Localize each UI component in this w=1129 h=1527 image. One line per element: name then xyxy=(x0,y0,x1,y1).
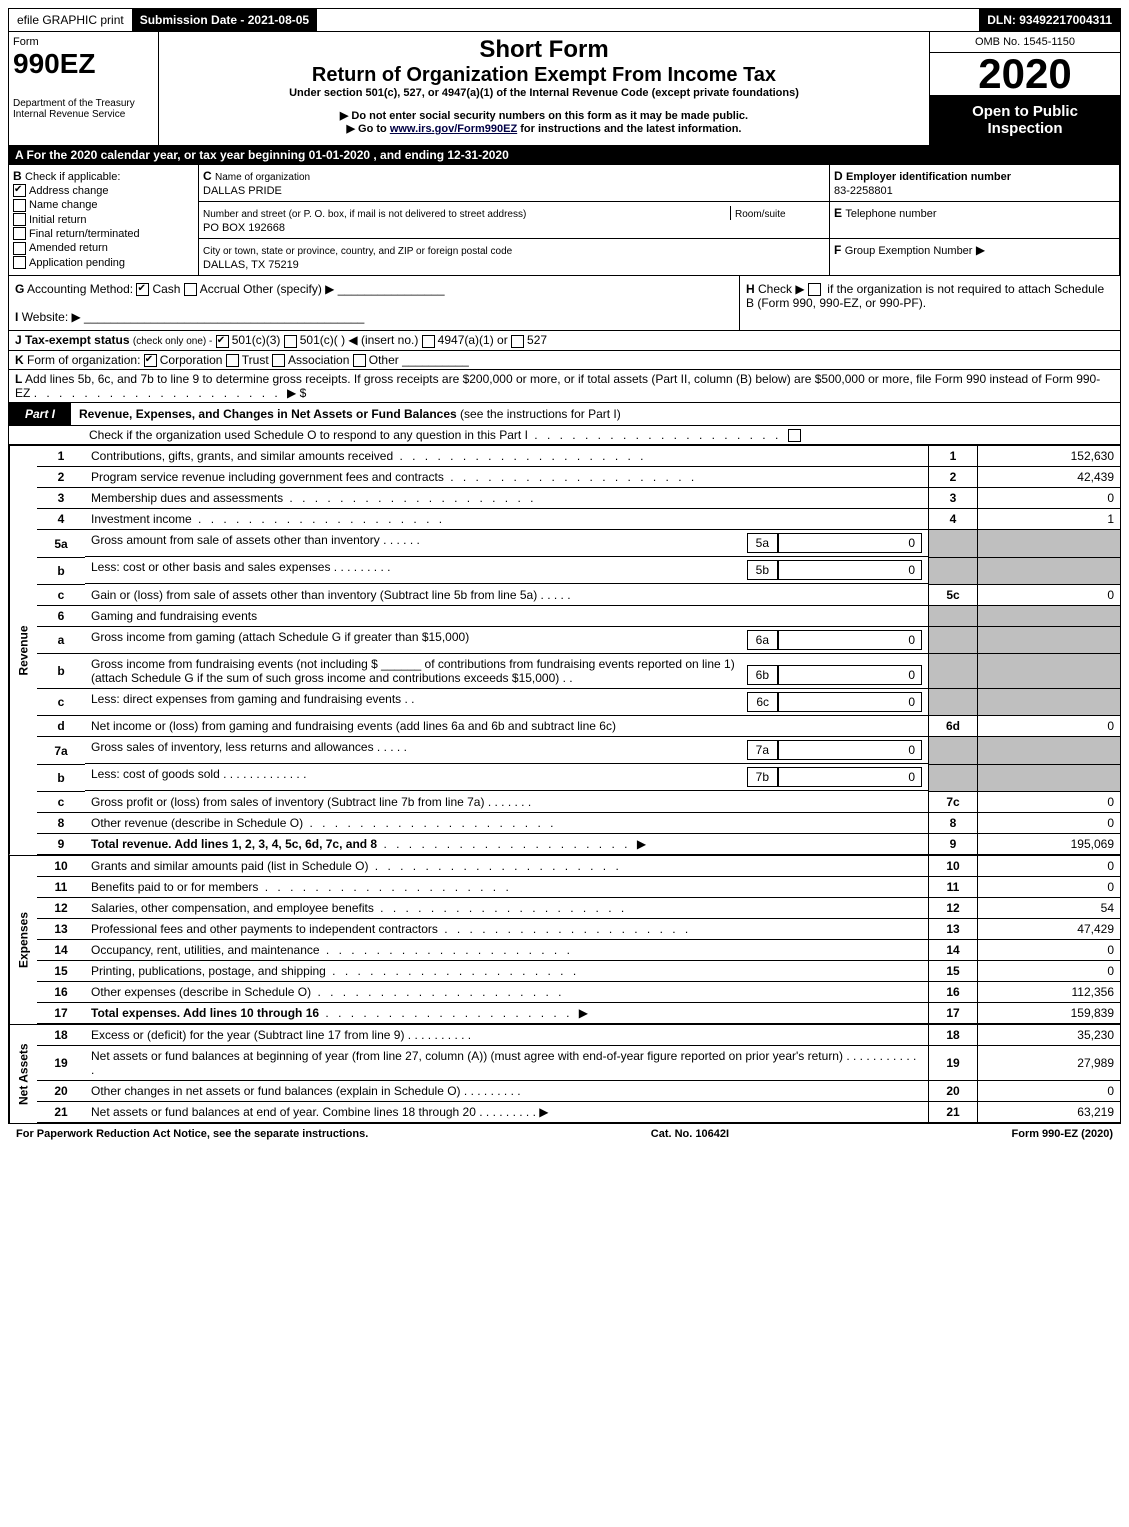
line-12-value: 54 xyxy=(978,897,1121,918)
line-6b-value: 0 xyxy=(778,665,922,685)
title-box: Short Form Return of Organization Exempt… xyxy=(159,32,930,145)
form-header: Form 990EZ Department of the Treasury In… xyxy=(8,32,1121,1124)
section-c-name: C Name of organization DALLAS PRIDE xyxy=(199,165,830,202)
line-16-value: 112,356 xyxy=(978,981,1121,1002)
line-5b-value: 0 xyxy=(778,560,922,580)
line-9-value: 195,069 xyxy=(978,833,1121,854)
line-6a-value: 0 xyxy=(778,630,922,650)
revenue-label: Revenue xyxy=(9,446,37,855)
part1-check: Check if the organization used Schedule … xyxy=(9,426,1120,445)
section-street: Number and street (or P. O. box, if mail… xyxy=(199,202,830,239)
form-footer: Form 990-EZ (2020) xyxy=(1012,1128,1113,1140)
line-20-value: 0 xyxy=(978,1080,1121,1101)
checkbox-final-return[interactable] xyxy=(13,227,26,240)
pra-notice: For Paperwork Reduction Act Notice, see … xyxy=(16,1128,368,1140)
checkbox-other-org[interactable] xyxy=(353,354,366,367)
instructions-link[interactable]: www.irs.gov/Form990EZ xyxy=(390,123,517,135)
checkbox-schedule-o[interactable] xyxy=(788,429,801,442)
ssn-warning: ▶ Do not enter social security numbers o… xyxy=(163,109,925,122)
revenue-section: Revenue 1Contributions, gifts, grants, a… xyxy=(9,445,1120,855)
line-18-value: 35,230 xyxy=(978,1025,1121,1046)
line-7b-value: 0 xyxy=(778,767,922,787)
line-11-value: 0 xyxy=(978,876,1121,897)
return-title: Return of Organization Exempt From Incom… xyxy=(163,64,925,87)
line-21-value: 63,219 xyxy=(978,1101,1121,1122)
line-6c-value: 0 xyxy=(778,692,922,712)
checkbox-pending[interactable] xyxy=(13,256,26,269)
section-h: H Check ▶ if the organization is not req… xyxy=(740,276,1120,330)
part1-tab: Part I xyxy=(9,403,71,425)
line-3-value: 0 xyxy=(978,488,1121,509)
checkbox-address-change[interactable] xyxy=(13,184,26,197)
line-17-value: 159,839 xyxy=(978,1002,1121,1023)
section-k: K Form of organization: Corporation Trus… xyxy=(9,351,1120,370)
section-f: F Group Exemption Number ▶ xyxy=(830,239,1120,276)
efile-label: efile GRAPHIC print xyxy=(9,9,132,31)
form-number: 990EZ xyxy=(13,48,154,80)
line-15-value: 0 xyxy=(978,960,1121,981)
dln-label: DLN: 93492217004311 xyxy=(979,9,1120,31)
under-section: Under section 501(c), 527, or 4947(a)(1)… xyxy=(163,87,925,99)
ein-value: 83-2258801 xyxy=(834,185,893,197)
checkbox-trust[interactable] xyxy=(226,354,239,367)
instructions-line: ▶ Go to www.irs.gov/Form990EZ for instru… xyxy=(163,122,925,135)
tax-year: 2020 xyxy=(930,53,1120,95)
line-8-value: 0 xyxy=(978,812,1121,833)
line-13-value: 47,429 xyxy=(978,918,1121,939)
section-g: G Accounting Method: Cash Accrual Other … xyxy=(9,276,740,330)
line-a: A For the 2020 calendar year, or tax yea… xyxy=(9,146,1120,165)
section-b: B Check if applicable: Address change Na… xyxy=(9,165,199,276)
checkbox-527[interactable] xyxy=(511,335,524,348)
line-7c-value: 0 xyxy=(978,791,1121,812)
city-value: DALLAS, TX 75219 xyxy=(203,259,299,271)
checkbox-4947[interactable] xyxy=(422,335,435,348)
top-bar: efile GRAPHIC print Submission Date - 20… xyxy=(8,8,1121,32)
expenses-section: Expenses 10Grants and similar amounts pa… xyxy=(9,855,1120,1024)
line-1-value: 152,630 xyxy=(978,446,1121,467)
section-d: D Employer identification number 83-2258… xyxy=(830,165,1120,202)
section-l: L Add lines 5b, 6c, and 7b to line 9 to … xyxy=(9,370,1120,403)
line-5c-value: 0 xyxy=(978,584,1121,605)
org-info-grid: B Check if applicable: Address change Na… xyxy=(9,165,1120,276)
checkbox-501c[interactable] xyxy=(284,335,297,348)
line-7a-value: 0 xyxy=(778,740,922,760)
year-box: OMB No. 1545-1150 2020 Open to Public In… xyxy=(930,32,1120,145)
footer: For Paperwork Reduction Act Notice, see … xyxy=(8,1124,1121,1144)
form-label: Form xyxy=(13,36,154,48)
form-id-box: Form 990EZ Department of the Treasury In… xyxy=(9,32,159,145)
expenses-label: Expenses xyxy=(9,856,37,1024)
open-public: Open to Public Inspection xyxy=(930,95,1120,145)
dept-label: Department of the Treasury xyxy=(13,98,154,109)
part1-title: Revenue, Expenses, and Changes in Net As… xyxy=(79,407,457,421)
line-4-value: 1 xyxy=(978,509,1121,530)
checkbox-501c3[interactable] xyxy=(216,335,229,348)
netassets-label: Net Assets xyxy=(9,1025,37,1123)
checkbox-amended[interactable] xyxy=(13,242,26,255)
short-form-title: Short Form xyxy=(163,36,925,64)
section-city: City or town, state or province, country… xyxy=(199,239,830,276)
line-5a-value: 0 xyxy=(778,533,922,553)
line-14-value: 0 xyxy=(978,939,1121,960)
netassets-section: Net Assets 18Excess or (deficit) for the… xyxy=(9,1024,1120,1123)
checkbox-accrual[interactable] xyxy=(184,283,197,296)
section-e: E Telephone number xyxy=(830,202,1120,239)
org-name: DALLAS PRIDE xyxy=(203,185,282,197)
checkbox-schedule-b[interactable] xyxy=(808,283,821,296)
checkbox-cash[interactable] xyxy=(136,283,149,296)
part1-header: Part I Revenue, Expenses, and Changes in… xyxy=(9,403,1120,426)
cat-number: Cat. No. 10642I xyxy=(651,1128,729,1140)
checkbox-name-change[interactable] xyxy=(13,199,26,212)
line-10-value: 0 xyxy=(978,856,1121,877)
line-6d-value: 0 xyxy=(978,716,1121,737)
section-j: J Tax-exempt status (check only one) - 5… xyxy=(9,331,1120,350)
checkbox-assoc[interactable] xyxy=(272,354,285,367)
street-value: PO BOX 192668 xyxy=(203,222,285,234)
submission-date: Submission Date - 2021-08-05 xyxy=(132,9,317,31)
irs-label: Internal Revenue Service xyxy=(13,109,154,120)
line-2-value: 42,439 xyxy=(978,467,1121,488)
line-19-value: 27,989 xyxy=(978,1045,1121,1080)
checkbox-initial-return[interactable] xyxy=(13,213,26,226)
checkbox-corp[interactable] xyxy=(144,354,157,367)
